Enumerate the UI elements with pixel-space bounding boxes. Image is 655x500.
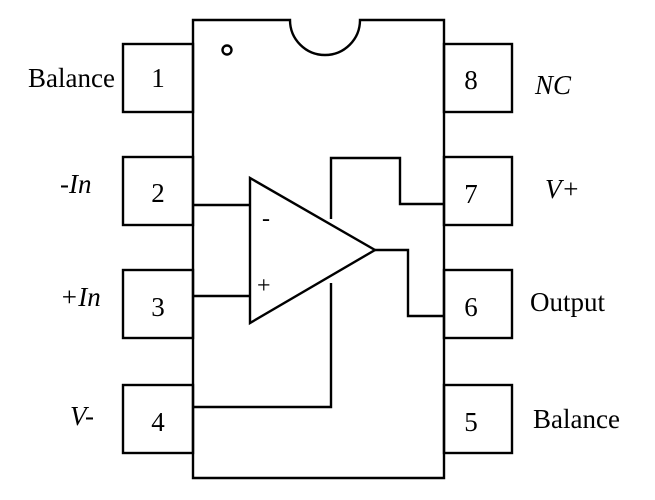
pin-3-label: +In bbox=[60, 282, 101, 312]
pin-5: 5 Balance bbox=[442, 383, 620, 455]
pin-7: 7 V+ bbox=[442, 155, 580, 227]
pin-8: 8 NC bbox=[442, 42, 572, 114]
pin-2: 2 -In bbox=[60, 155, 195, 227]
pin-6-pad bbox=[442, 268, 514, 340]
pin-2-label: -In bbox=[60, 169, 91, 199]
pin-5-pad bbox=[442, 383, 514, 455]
pin-6: 6 Output bbox=[442, 268, 606, 340]
pin-6-label: Output bbox=[530, 287, 606, 317]
pin-8-label: NC bbox=[534, 70, 572, 100]
pin-8-number: 8 bbox=[464, 65, 478, 95]
pin-4-pad bbox=[121, 383, 195, 455]
pin-3-pad bbox=[121, 268, 195, 340]
noninverting-input-sign: + bbox=[257, 273, 271, 299]
inverting-input-sign: - bbox=[262, 206, 270, 232]
pin-1: 1 Balance bbox=[28, 42, 195, 114]
pin-2-number: 2 bbox=[151, 178, 165, 208]
pin-1-pad bbox=[121, 42, 195, 114]
pin-7-label: V+ bbox=[545, 174, 580, 204]
pin-3-number: 3 bbox=[151, 292, 165, 322]
wire-v-minus bbox=[193, 283, 333, 409]
pin-5-label: Balance bbox=[533, 404, 620, 434]
pin-4: 4 V- bbox=[70, 383, 195, 455]
pin1-marker-dot bbox=[221, 44, 233, 56]
ic-package-body bbox=[191, 18, 446, 480]
pin-8-pad bbox=[442, 42, 514, 114]
pin-5-number: 5 bbox=[464, 407, 478, 437]
wire-output bbox=[375, 248, 444, 318]
pin-6-number: 6 bbox=[464, 292, 478, 322]
pin-4-label: V- bbox=[70, 401, 94, 431]
pin-4-number: 4 bbox=[151, 407, 165, 437]
pin-2-pad bbox=[121, 155, 195, 227]
op-amp-triangle bbox=[248, 175, 378, 326]
wire-v-plus bbox=[329, 156, 444, 219]
pin-3: 3 +In bbox=[60, 268, 195, 340]
pin-1-label: Balance bbox=[28, 63, 115, 93]
pin-7-number: 7 bbox=[464, 179, 478, 209]
pin-7-pad bbox=[442, 155, 514, 227]
pin-1-number: 1 bbox=[151, 63, 165, 93]
